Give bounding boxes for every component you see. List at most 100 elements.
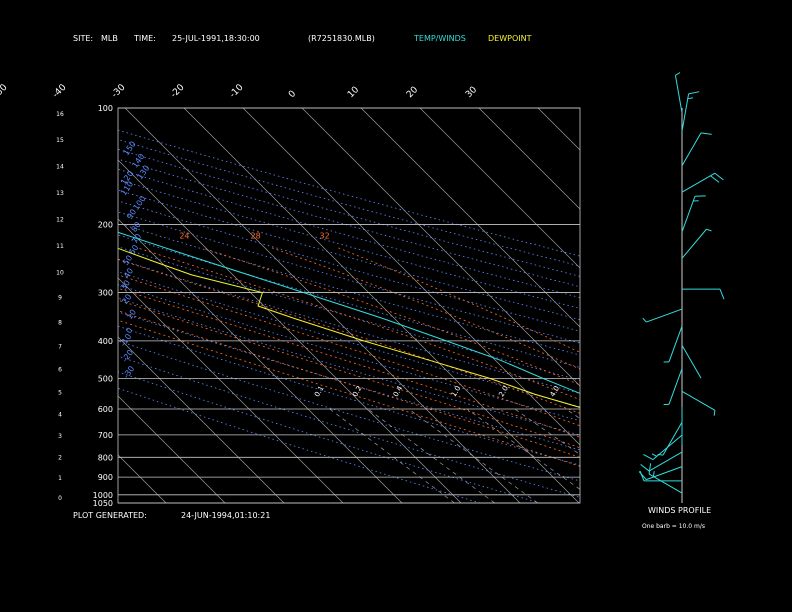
height-tick-label: 15 xyxy=(56,137,64,144)
moist-adiabat-line xyxy=(118,299,580,449)
isotherm-line xyxy=(0,108,107,503)
file-name: (R7251830.MLB) xyxy=(308,34,375,43)
wind-barb xyxy=(639,470,645,482)
dry-adiabat-lines xyxy=(118,129,580,503)
isotherm-line xyxy=(478,108,580,210)
dry-adiabat-line xyxy=(118,258,580,394)
dry-adiabat-label: 40 xyxy=(122,266,135,280)
isotherm-line xyxy=(124,108,521,503)
plot-frame xyxy=(117,107,581,504)
pressure-tick-label: 900 xyxy=(98,473,113,482)
mixing-ratio-line xyxy=(680,409,792,503)
mixing-ratio-line xyxy=(367,408,495,503)
pressure-tick-label: 300 xyxy=(98,289,113,298)
dry-adiabat-line xyxy=(118,297,580,436)
height-tick-label: 7 xyxy=(58,343,62,350)
dewpoint-profile-line xyxy=(118,247,580,408)
isotherm-line xyxy=(0,108,48,503)
pressure-tick-label: 100 xyxy=(98,104,113,113)
moist-adiabat-line xyxy=(271,247,580,370)
isotherm-label: -30 xyxy=(110,82,128,100)
moist-adiabat-line xyxy=(202,247,580,386)
isotherm-label: 0 xyxy=(287,89,298,100)
isotherm-label: 10 xyxy=(346,85,361,100)
wind-barb-staff xyxy=(668,368,683,405)
moist-adiabat-label: 24 xyxy=(179,231,189,240)
pressure-tick-label: 500 xyxy=(98,374,113,383)
plot-generated-value: 24-JUN-1994,01:10:21 xyxy=(181,511,270,520)
isotherm-line xyxy=(183,108,580,503)
wind-half-barb xyxy=(706,228,712,232)
dry-adiabat-label: 20 xyxy=(120,292,133,306)
height-tick-label: 4 xyxy=(58,412,62,419)
isobar-lines xyxy=(118,107,580,504)
pressure-tick-label: 700 xyxy=(98,431,113,440)
height-tick-label: 12 xyxy=(56,217,64,224)
dry-adiabat-line xyxy=(118,311,580,451)
wind-half-barb xyxy=(652,471,655,477)
isotherm-label: -40 xyxy=(51,82,69,100)
dry-adiabat-line xyxy=(118,179,580,309)
mixing-ratio-lines xyxy=(329,408,792,503)
height-tick-label: 0 xyxy=(58,495,62,502)
temperature-profile-line xyxy=(118,231,580,394)
wind-barb-staff xyxy=(681,93,690,132)
mixing-ratio-label: 0.4 xyxy=(392,384,405,398)
time-label: TIME: xyxy=(133,34,156,43)
isotherm-label: -50 xyxy=(0,82,10,100)
diagram-labels: -110-100-90-80-70-60-50-40-30-20-1001020… xyxy=(0,82,561,508)
pressure-tick-label: 800 xyxy=(98,453,113,462)
wind-barb-staff xyxy=(652,434,683,460)
wind-barb xyxy=(714,172,724,181)
pressure-tick-label: 200 xyxy=(98,220,113,229)
moist-adiabat-line xyxy=(338,247,580,353)
wind-half-barb xyxy=(713,410,716,416)
dry-adiabat-line xyxy=(118,211,580,344)
moist-adiabat-label: 32 xyxy=(320,231,330,240)
dry-adiabat-line xyxy=(118,340,580,482)
pressure-tick-label: 1050 xyxy=(93,499,113,508)
winds-profile xyxy=(638,72,725,503)
legend-temp-winds: TEMP/WINDS xyxy=(413,34,466,43)
wind-barb xyxy=(710,175,720,183)
height-tick-label: 5 xyxy=(58,389,62,396)
dry-adiabat-label: 0 xyxy=(124,326,134,335)
pressure-tick-label: 600 xyxy=(98,405,113,414)
isotherm-line xyxy=(537,108,580,151)
mixing-ratio-label: 0.1 xyxy=(313,385,325,399)
isotherm-lines xyxy=(0,108,580,503)
wind-barb-staff xyxy=(681,196,696,233)
wind-barb xyxy=(648,463,652,475)
dry-adiabat-line xyxy=(118,371,541,503)
mixing-ratio-label: 1.0 xyxy=(450,385,462,399)
isotherm-line xyxy=(419,108,580,269)
height-tick-label: 10 xyxy=(56,269,64,276)
isotherm-line xyxy=(118,159,462,503)
dry-adiabat-label: 80 xyxy=(130,220,143,234)
sounding-series xyxy=(118,231,580,408)
dry-adiabat-label: 10 xyxy=(125,308,138,322)
mixing-ratio-line xyxy=(743,409,792,503)
time-value: 25-JUL-1991,18:30:00 xyxy=(172,34,260,43)
dry-adiabat-line xyxy=(118,284,580,422)
wind-barb-staff xyxy=(662,421,683,456)
wind-barb xyxy=(719,288,725,300)
site-label: SITE: xyxy=(73,34,93,43)
dry-adiabat-line xyxy=(118,139,580,267)
isotherm-line xyxy=(118,218,403,503)
dry-adiabat-line xyxy=(118,222,580,356)
height-tick-label: 3 xyxy=(58,433,62,440)
isotherm-line xyxy=(118,336,285,503)
legend-dewpoint: DEWPOINT xyxy=(488,34,532,43)
winds-profile-note: One barb = 10.0 m/s xyxy=(642,523,705,530)
dry-adiabat-label: -30 xyxy=(121,364,136,380)
dry-adiabat-line xyxy=(118,355,580,498)
wind-barb-staff xyxy=(681,132,702,166)
moist-adiabat-line xyxy=(118,274,580,427)
pressure-tick-label: 1000 xyxy=(93,491,113,500)
wind-barb-staff xyxy=(648,473,683,494)
wind-barb-staff xyxy=(681,345,702,379)
mixing-ratio-line xyxy=(466,408,580,490)
isotherm-line xyxy=(118,395,226,503)
